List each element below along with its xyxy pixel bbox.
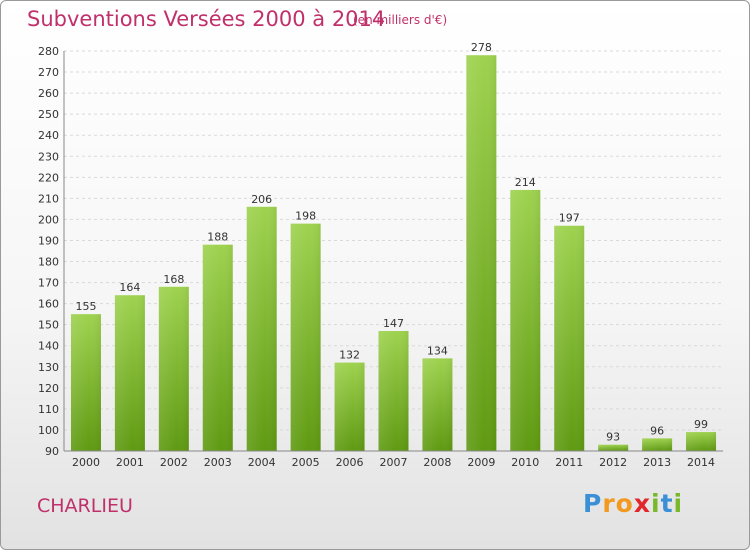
data-label: 188: [207, 231, 228, 244]
bar-shading: [378, 331, 409, 451]
logo-letter: t: [660, 489, 674, 518]
y-tick-label: 120: [38, 382, 59, 395]
y-tick-label: 150: [38, 319, 59, 332]
logo-letter: i: [651, 489, 661, 518]
data-label: 206: [251, 193, 272, 206]
x-tick-label: 2006: [336, 456, 364, 469]
y-tick-label: 100: [38, 424, 59, 437]
y-tick-label: 280: [38, 45, 59, 58]
data-label: 278: [471, 41, 492, 54]
x-tick-label: 2010: [511, 456, 539, 469]
y-tick-label: 270: [38, 66, 59, 79]
bar-shading: [158, 286, 189, 451]
bar-shading: [642, 438, 673, 451]
logo-letter: P: [583, 489, 603, 518]
bar-shading: [334, 362, 365, 451]
x-tick-label: 2014: [687, 456, 715, 469]
x-tick-label: 2003: [204, 456, 232, 469]
x-tick-label: 2008: [423, 456, 451, 469]
x-tick-label: 2002: [160, 456, 188, 469]
y-tick-label: 190: [38, 234, 59, 247]
bar-shading: [554, 225, 585, 451]
y-tick-label: 180: [38, 256, 59, 269]
y-tick-label: 110: [38, 403, 59, 416]
bar-shading: [114, 295, 145, 451]
data-label: 96: [650, 424, 664, 437]
y-tick-label: 130: [38, 361, 59, 374]
data-label: 155: [75, 300, 96, 313]
bar-shading: [70, 314, 101, 451]
y-tick-label: 210: [38, 192, 59, 205]
x-tick-label: 2005: [292, 456, 320, 469]
x-tick-label: 2013: [643, 456, 671, 469]
bar-shading: [510, 189, 541, 451]
data-label: 214: [515, 176, 536, 189]
bar-shading: [246, 206, 277, 451]
bar-shading: [466, 55, 497, 452]
y-tick-label: 170: [38, 277, 59, 290]
logo-letter: x: [633, 489, 651, 518]
data-label: 147: [383, 317, 404, 330]
y-tick-label: 230: [38, 150, 59, 163]
y-tick-label: 260: [38, 87, 59, 100]
y-tick-label: 250: [38, 108, 59, 121]
data-label: 197: [559, 212, 580, 225]
chart-title: Subventions Versées 2000 à 2014: [27, 7, 386, 31]
x-tick-label: 2007: [380, 456, 408, 469]
x-tick-label: 2009: [467, 456, 495, 469]
logo-letter: o: [615, 489, 634, 518]
x-tick-label: 2011: [555, 456, 583, 469]
bar-shading: [290, 223, 321, 451]
chart-subtitle: (en milliers d'€): [353, 13, 448, 27]
bar-shading: [422, 358, 453, 451]
x-tick-label: 2001: [116, 456, 144, 469]
data-label: 134: [427, 344, 448, 357]
data-label: 132: [339, 349, 360, 362]
bar-shading: [202, 244, 233, 451]
data-label: 99: [694, 418, 708, 431]
x-tick-label: 2004: [248, 456, 276, 469]
y-tick-label: 160: [38, 298, 59, 311]
logo-letter: i: [673, 489, 684, 518]
data-label: 198: [295, 210, 316, 223]
data-label: 164: [119, 281, 140, 294]
data-label: 93: [606, 431, 620, 444]
bar-shading: [598, 444, 629, 451]
data-label: 168: [163, 273, 184, 286]
proxiti-logo: Proxiti: [583, 489, 683, 518]
town-name: CHARLIEU: [37, 495, 133, 517]
y-tick-label: 240: [38, 129, 59, 142]
logo-letter: r: [602, 489, 616, 518]
y-tick-label: 220: [38, 171, 59, 184]
y-tick-label: 90: [45, 445, 59, 458]
bar-shading: [686, 432, 717, 451]
x-tick-label: 2000: [72, 456, 100, 469]
x-tick-label: 2012: [599, 456, 627, 469]
y-tick-label: 200: [38, 213, 59, 226]
y-tick-label: 140: [38, 340, 59, 353]
